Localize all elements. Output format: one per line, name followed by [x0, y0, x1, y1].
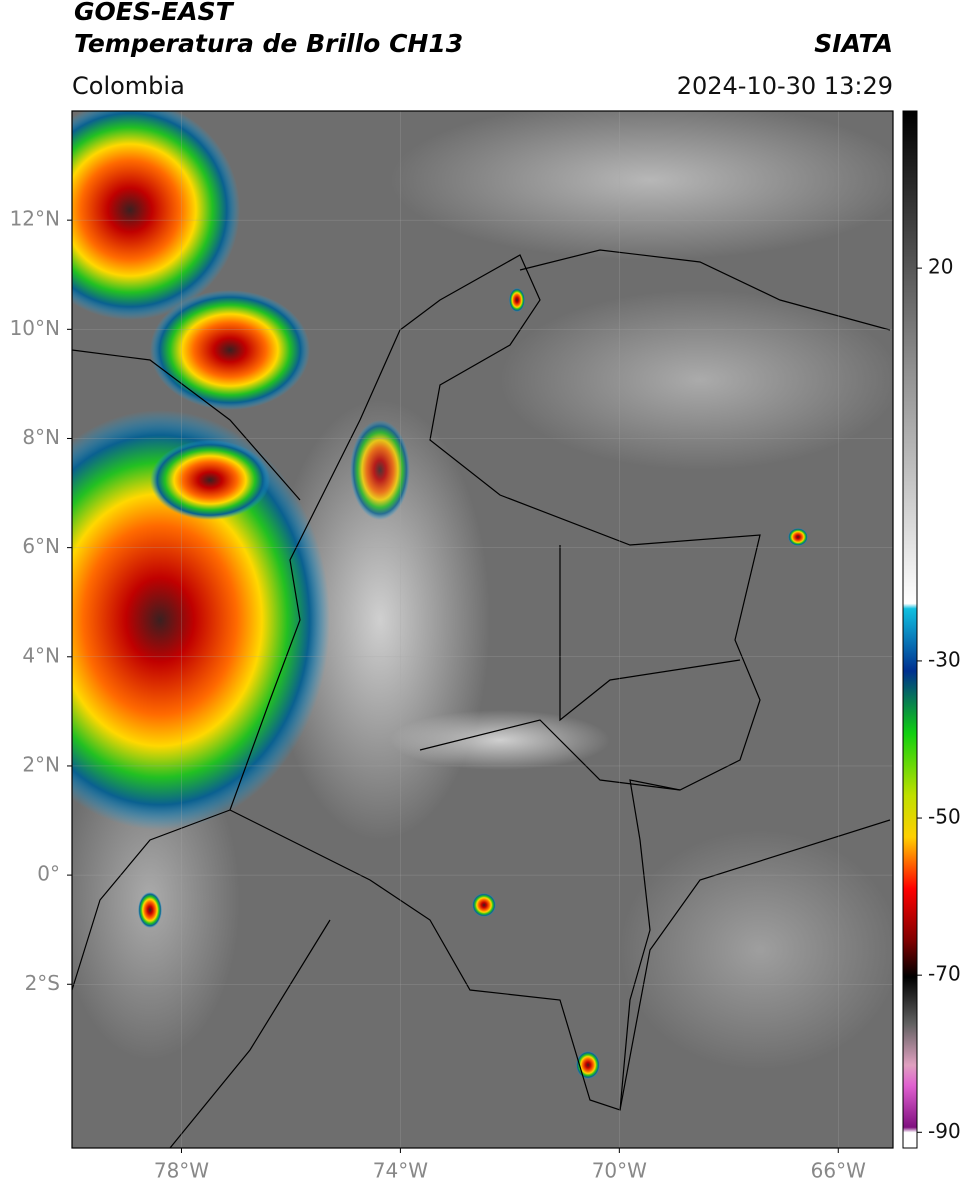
x-tick-label: 70°W — [592, 1159, 647, 1183]
satellite-image — [72, 111, 893, 1148]
colorbar-tick-label: -70 — [928, 962, 961, 986]
colorbar-tick-label: -50 — [928, 805, 961, 829]
source: SIATA — [814, 29, 893, 58]
colorbar-tick-label: -30 — [928, 647, 961, 671]
title: GOES-EAST — [74, 0, 235, 26]
colorbar-tick-label: 20 — [928, 255, 953, 279]
x-tick-label: 74°W — [373, 1159, 428, 1183]
region: Colombia — [72, 72, 185, 100]
y-tick-label: 0° — [37, 862, 60, 886]
y-tick-label: 8°N — [22, 425, 60, 449]
map-frame — [71, 110, 894, 1149]
y-tick-label: 12°N — [10, 207, 60, 231]
x-tick-label: 66°W — [811, 1159, 866, 1183]
colorbar — [902, 110, 918, 1149]
colorbar-tick-label: -90 — [928, 1119, 961, 1143]
graticule — [72, 111, 893, 1148]
y-tick-label: 2°S — [25, 971, 60, 995]
y-tick-label: 2°N — [22, 752, 60, 776]
subtitle: Temperatura de Brillo CH13 — [74, 29, 463, 58]
y-tick-label: 6°N — [22, 534, 60, 558]
y-tick-label: 4°N — [22, 643, 60, 667]
y-tick-label: 10°N — [10, 316, 60, 340]
timestamp: 2024-10-30 13:29 — [677, 72, 893, 100]
x-tick-label: 78°W — [154, 1159, 209, 1183]
